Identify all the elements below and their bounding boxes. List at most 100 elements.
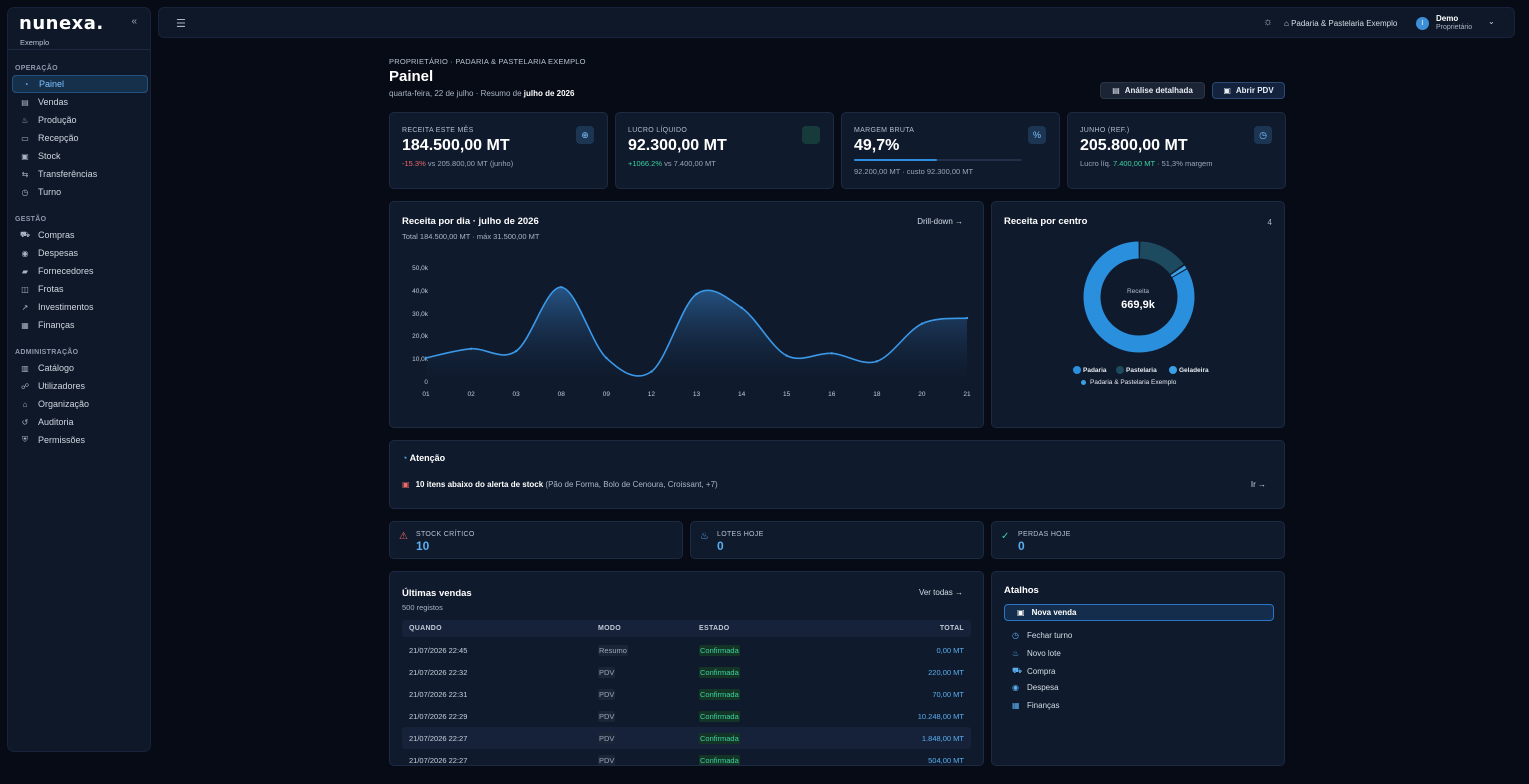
table-row[interactable]: 21/07/2026 22:31 PDV Confirmada 70,00 MT <box>402 683 971 705</box>
trend-icon: ↗ <box>21 302 29 312</box>
brand-logo[interactable]: nunexa. <box>19 13 104 34</box>
org-selector[interactable]: ⌂ Padaria & Pastelaria Exemplo <box>1284 19 1397 28</box>
legend-dot <box>1081 380 1086 385</box>
y-tick-label: 10,0k <box>412 356 428 364</box>
data-point-12[interactable] <box>650 370 653 373</box>
sidebar-item-stock[interactable]: ▣ Stock <box>12 147 148 165</box>
kpi-label: RECEITA ESTE MÊS <box>402 127 474 134</box>
go-link[interactable]: Ir → <box>1250 480 1266 489</box>
see-all-link[interactable]: Ver todas → <box>919 588 963 597</box>
kpi-value: 92.300,00 MT <box>628 137 727 154</box>
open-pdv-button[interactable]: ▣ Abrir PDV <box>1212 82 1285 99</box>
cell-mode-text: Resumo <box>598 645 628 656</box>
cell-total-text: 0,00 MT <box>936 646 964 655</box>
table-row[interactable]: 21/07/2026 22:29 PDV Confirmada 10.248,00 M… <box>402 705 971 727</box>
cell-mode: Resumo <box>598 645 628 656</box>
cell-total: 0,00 MT <box>936 646 964 655</box>
kpi-label: MARGEM BRUTA <box>854 127 915 134</box>
sidebar-item-utilizadores[interactable]: ☍ Utilizadores <box>12 377 148 395</box>
kpi-sub-text: vs 7.400,00 MT <box>664 159 716 168</box>
drill-down-link[interactable]: Drill-down → <box>917 217 963 226</box>
sidebar-item-investimentos[interactable]: ↗ Investimentos <box>12 298 148 316</box>
sidebar-item-financas[interactable]: ▦ Finanças <box>12 316 148 334</box>
data-point-16[interactable] <box>830 352 833 355</box>
shortcut-compra[interactable]: ⛟ Compra <box>1012 666 1055 676</box>
user-name[interactable]: Demo <box>1436 14 1459 23</box>
chart-title: Receita por dia · julho de 2026 <box>402 216 539 227</box>
analysis-button-label: Análise detalhada <box>1124 86 1193 95</box>
new-sale-button[interactable]: ▣ Nova venda <box>1004 604 1274 621</box>
shortcut-novo-lote[interactable]: ♨ Novo lote <box>1012 649 1061 658</box>
gauge-icon: ◔ <box>23 79 29 89</box>
sidebar-item-label: Turno <box>38 187 62 197</box>
sidebar-item-compras[interactable]: ⛟ Compras <box>12 226 148 244</box>
sidebar-item-auditoria[interactable]: ↺ Auditoria <box>12 413 148 431</box>
legend-pastelaria[interactable]: Pastelaria <box>1116 366 1157 374</box>
sidebar-item-painel[interactable]: ◔ Painel <box>12 75 148 93</box>
shortcut-despesa[interactable]: ◉ Despesa <box>1012 683 1059 692</box>
data-point-15[interactable] <box>785 354 788 357</box>
topbar: ☰ ☼ ⌂ Padaria & Pastelaria Exemplo I Dem… <box>158 7 1515 38</box>
users-icon: ☍ <box>20 381 30 391</box>
donut-chart <box>1075 233 1203 361</box>
table-row[interactable]: 21/07/2026 22:27 PDV Confirmada 1.848,00 MT <box>402 727 971 749</box>
shortcut-label: Finanças <box>1027 701 1060 710</box>
sidebar-item-recepcao[interactable]: ▭ Recepção <box>12 129 148 147</box>
sidebar-divider <box>8 49 150 50</box>
data-point-09[interactable] <box>605 356 608 360</box>
sidebar-item-transferencias[interactable]: ⇆ Transferências <box>12 165 148 183</box>
cell-mode-text: PDV <box>598 755 616 765</box>
kpi-sub: +1066.2% vs 7.400,00 MT <box>628 159 716 168</box>
theme-toggle-icon[interactable]: ☼ <box>1263 16 1274 28</box>
legend-padaria[interactable]: Padaria <box>1073 366 1107 374</box>
data-point-14[interactable] <box>740 306 743 309</box>
chevron-down-icon[interactable]: ⌄ <box>1488 17 1495 26</box>
data-point-20[interactable] <box>920 322 924 325</box>
sidebar-item-label: Despesas <box>38 248 79 258</box>
cell-mode-text: PDV <box>598 733 616 744</box>
sidebar-item-label: Organização <box>38 399 90 409</box>
cell-status: Confirmada <box>699 667 740 678</box>
data-point-21[interactable] <box>965 316 969 320</box>
box-icon: ▣ <box>21 151 29 161</box>
data-point-13[interactable] <box>695 292 698 296</box>
analysis-button[interactable]: ▤ Análise detalhada <box>1100 82 1205 99</box>
clock-icon: ◷ <box>21 187 29 197</box>
sidebar-item-catalogo[interactable]: ▥ Catálogo <box>12 359 148 377</box>
sidebar-item-producao[interactable]: ♨ Produção <box>12 111 148 129</box>
menu-icon[interactable]: ☰ <box>176 18 186 30</box>
shortcut-fechar-turno[interactable]: ◷ Fechar turno <box>1012 631 1072 640</box>
cell-status: Confirmada <box>699 645 740 656</box>
data-point-02[interactable] <box>469 347 473 350</box>
legend-geladeira[interactable]: Geladeira <box>1169 366 1209 374</box>
shortcut-financas[interactable]: ▦ Finanças <box>1012 701 1059 710</box>
sidebar-item-organizacao[interactable]: ⌂ Organização <box>12 395 148 413</box>
sidebar-item-fornecedores[interactable]: ▰ Fornecedores <box>12 262 148 280</box>
cell-total-text: 220,00 MT <box>928 668 964 677</box>
sales-title: Últimas vendas <box>402 588 472 599</box>
cell-when: 21/07/2026 22:27 <box>409 756 467 765</box>
cell-when-text: 21/07/2026 22:27 <box>409 734 468 743</box>
kpi-card-margin: MARGEM BRUTA 49,7% 92.200,00 MT · custo … <box>841 112 1060 189</box>
data-point-18[interactable] <box>875 360 879 363</box>
table-row[interactable]: 21/07/2026 22:45 Resumo Confirmada 0,00 MT <box>402 639 971 661</box>
table-row[interactable]: 21/07/2026 22:32 PDV Confirmada 220,00 MT <box>402 661 971 683</box>
data-point-03[interactable] <box>514 349 518 353</box>
collapse-sidebar-icon[interactable]: « <box>131 16 137 27</box>
legend-label: Padaria & Pastelaria Exemplo <box>1090 379 1177 386</box>
recent-sales-card: Últimas vendas 500 registos Ver todas → … <box>389 571 984 766</box>
sidebar-item-frotas[interactable]: ◫ Frotas <box>12 280 148 298</box>
cell-total: 504,00 MT <box>928 756 964 765</box>
slice-padaria[interactable] <box>1075 233 1203 361</box>
data-point-08[interactable] <box>560 286 563 289</box>
sidebar-item-label: Stock <box>38 151 61 161</box>
clock-icon: ◷ <box>1012 631 1019 640</box>
sidebar-item-turno[interactable]: ◷ Turno <box>12 183 148 201</box>
sidebar-item-vendas[interactable]: ▤ Vendas <box>12 93 148 111</box>
sidebar-item-despesas[interactable]: ◉ Despesas <box>12 244 148 262</box>
sidebar-item-permissoes[interactable]: ⛨ Permissões <box>12 431 148 449</box>
avatar[interactable]: I <box>1416 17 1429 30</box>
sidebar-item-label: Utilizadores <box>38 381 86 391</box>
table-row[interactable]: 21/07/2026 22:27 PDV Confirmada 504,00 MT <box>402 749 971 765</box>
data-point-01[interactable] <box>424 356 428 360</box>
